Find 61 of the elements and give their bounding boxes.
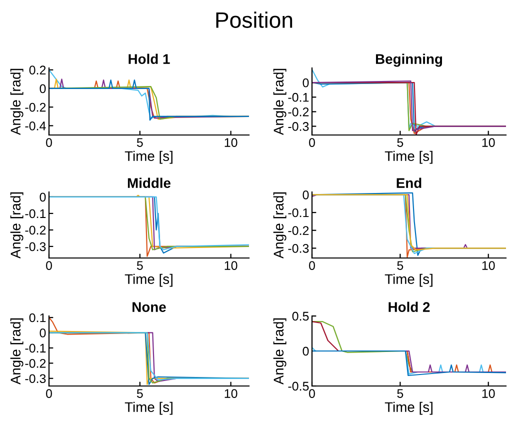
y-tick-label: -0.4 xyxy=(25,121,46,130)
x-tick-label: 10 xyxy=(482,261,495,270)
y-tick-label: 0.2 xyxy=(29,66,46,75)
y-tick-label: -0.1 xyxy=(288,208,309,218)
chart-title: Hold 2 xyxy=(388,302,430,312)
y-tick-label: -0.1 xyxy=(25,209,46,218)
x-axis-title: Time [s] xyxy=(124,402,172,415)
x-tick-label: 0 xyxy=(309,261,315,270)
y-axis-title: Angle [rad] xyxy=(10,192,24,259)
y-tick-label: -0.2 xyxy=(25,358,46,368)
chart-title: None xyxy=(132,302,166,312)
x-axis-title: Time [s] xyxy=(384,274,432,287)
chart-title: End xyxy=(396,178,422,188)
x-axis-title: Time [s] xyxy=(124,150,172,164)
x-tick-label: 10 xyxy=(482,389,495,398)
y-tick-label: -0.3 xyxy=(288,122,309,131)
x-tick-label: 10 xyxy=(482,138,495,147)
y-tick-label: 0.5 xyxy=(292,312,309,321)
y-tick-label: 0 xyxy=(40,328,46,338)
y-tick-label: 0.1 xyxy=(29,313,46,322)
y-tick-label: -0.2 xyxy=(25,102,46,112)
x-tick-label: 0 xyxy=(309,138,315,147)
y-tick-label: -0.1 xyxy=(25,344,46,353)
y-axis-title: Angle [rad] xyxy=(273,68,286,136)
y-tick-label: 0 xyxy=(302,78,309,88)
x-tick-label: 10 xyxy=(224,261,238,270)
y-tick-label: -0.2 xyxy=(288,107,309,116)
y-tick-label: -0.5 xyxy=(288,382,309,391)
x-tick-label: 5 xyxy=(397,138,404,147)
y-tick-label: -0.1 xyxy=(288,92,309,102)
y-tick-label: 0 xyxy=(302,190,309,200)
y-axis-title: Angle [rad] xyxy=(10,318,24,385)
y-tick-label: -0.3 xyxy=(25,242,46,252)
x-tick-label: 10 xyxy=(224,389,238,398)
y-axis-title: Angle [rad] xyxy=(10,68,24,136)
y-tick-label: 0 xyxy=(40,192,46,202)
text: Position xyxy=(216,12,292,28)
y-tick-label: -0.3 xyxy=(25,374,46,384)
x-tick-label: 5 xyxy=(136,389,143,398)
x-tick-label: 5 xyxy=(397,389,404,398)
y-axis-title: Angle [rad] xyxy=(273,192,286,259)
x-tick-label: 0 xyxy=(309,389,315,398)
x-tick-label: 0 xyxy=(46,261,52,270)
x-tick-label: 5 xyxy=(397,261,404,270)
y-axis-title: Angle [rad] xyxy=(273,318,286,385)
y-tick-label: -0.2 xyxy=(288,226,309,236)
x-axis-title: Time [s] xyxy=(124,274,172,287)
x-axis-title: Time [s] xyxy=(384,402,432,415)
y-tick-label: 0 xyxy=(40,84,46,94)
x-tick-label: 5 xyxy=(136,138,143,147)
x-tick-label: 5 xyxy=(136,261,143,270)
y-tick-label: -0.2 xyxy=(25,226,46,235)
x-tick-label: 0 xyxy=(46,389,52,398)
chart-title: Hold 1 xyxy=(128,54,170,64)
y-tick-label: -0.3 xyxy=(288,244,309,253)
y-tick-label: 0 xyxy=(302,346,309,356)
x-tick-label: 0 xyxy=(46,138,52,147)
chart-title: Beginning xyxy=(376,54,442,67)
x-axis-title: Time [s] xyxy=(384,150,432,164)
chart-title: Middle xyxy=(128,178,171,188)
x-tick-label: 10 xyxy=(224,138,238,147)
